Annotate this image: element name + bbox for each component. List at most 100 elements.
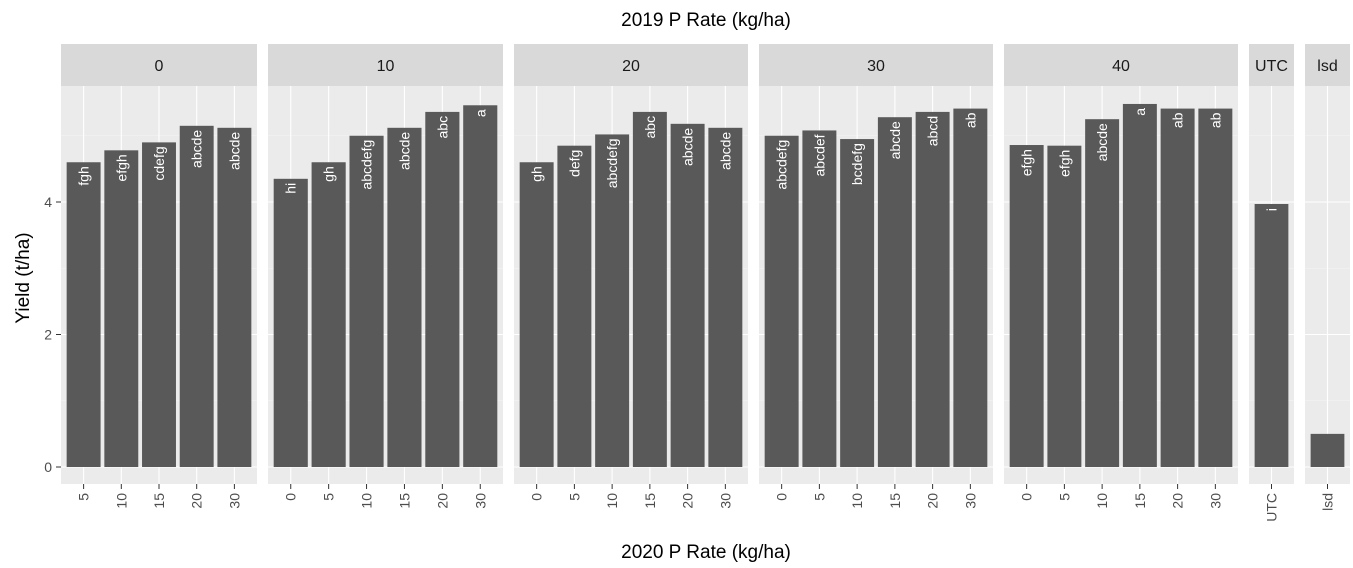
facet-panel: 40 efgh 0 efgh 5 abcde 10 a 15 ab 20 ab 30 xyxy=(1004,44,1238,509)
facet-strip xyxy=(268,44,503,86)
x-tick-label: 5 xyxy=(76,493,92,501)
facet-strip-label: 40 xyxy=(1112,58,1130,75)
x-axis-title: 2020 P Rate (kg/ha) xyxy=(621,542,791,563)
x-tick-label: 0 xyxy=(774,493,790,501)
x-tick-label: 20 xyxy=(925,493,941,509)
bar xyxy=(595,134,630,468)
bar-letter-label: abcde xyxy=(226,132,242,170)
y-tick-label: 4 xyxy=(44,194,52,210)
x-tick-label: 0 xyxy=(1019,493,1035,501)
facet-strip-label: 10 xyxy=(377,58,395,75)
bar xyxy=(217,127,252,468)
x-tick-label: 5 xyxy=(811,493,827,501)
bar xyxy=(915,111,950,468)
bar xyxy=(1198,108,1233,468)
bar xyxy=(557,145,592,467)
bar xyxy=(708,127,743,468)
facet-panel: lsd lsd xyxy=(1305,44,1350,511)
facet-panel: UTC i UTC xyxy=(1249,44,1294,522)
bar xyxy=(142,142,176,467)
x-tick-label: 15 xyxy=(642,493,658,509)
bar xyxy=(1085,119,1120,467)
bar-letter-label: ab xyxy=(962,112,978,128)
x-tick-label: 15 xyxy=(151,493,167,509)
bar-letter-label: gh xyxy=(321,166,337,182)
bar-letter-label: efgh xyxy=(113,154,129,181)
y-axis: 0 2 4 xyxy=(44,194,61,475)
y-tick-label: 2 xyxy=(44,327,52,343)
x-tick-label: 30 xyxy=(962,493,978,509)
x-tick-label: 0 xyxy=(529,493,545,501)
x-tick-label: 0 xyxy=(283,493,299,501)
bar-letter-label: ab xyxy=(1207,112,1223,128)
bar-letter-label: cdefg xyxy=(151,146,167,180)
bar-letter-label: abc xyxy=(642,116,658,139)
bar xyxy=(1047,145,1082,467)
bar-letter-label: abcde xyxy=(887,121,903,159)
facet-strip-label: lsd xyxy=(1317,58,1337,75)
bar-letter-label: efgh xyxy=(1056,150,1072,177)
bar xyxy=(349,135,384,467)
bar-letter-label: abc xyxy=(434,116,450,139)
bar-letter-label: gh xyxy=(529,166,545,182)
bar-letter-label: abcde xyxy=(717,132,733,170)
facet-strip xyxy=(1004,44,1238,86)
x-tick-label: UTC xyxy=(1264,493,1280,522)
bar xyxy=(273,178,308,467)
bar-letter-label: a xyxy=(472,109,488,117)
bar xyxy=(66,162,101,467)
bar xyxy=(877,117,912,467)
bar xyxy=(311,162,346,467)
bar xyxy=(104,150,139,467)
bar xyxy=(1254,203,1289,468)
x-tick-label: 30 xyxy=(226,493,242,509)
x-tick-label: 20 xyxy=(1170,493,1186,509)
x-tick-label: 5 xyxy=(566,493,582,501)
facet-strip-label: 0 xyxy=(155,58,164,75)
facet-strip-label: 30 xyxy=(867,58,885,75)
x-tick-label: 30 xyxy=(717,493,733,509)
bar-letter-label: abcdefg xyxy=(774,140,790,190)
bar xyxy=(764,135,799,467)
facet-panel: 10 hi 0 gh 5 abcdefg 10 abcde 15 abc 20 a 30 xyxy=(268,44,503,509)
facet-strip xyxy=(1305,44,1350,86)
bar xyxy=(1310,433,1345,467)
x-tick-label: 10 xyxy=(604,493,620,509)
bar xyxy=(463,105,498,468)
facet-strip xyxy=(1249,44,1294,86)
facet-strip xyxy=(759,44,993,86)
x-tick-label: 10 xyxy=(849,493,865,509)
y-tick-label: 0 xyxy=(44,459,52,475)
bar-letter-label: fgh xyxy=(76,166,92,185)
x-tick-label: 30 xyxy=(1207,493,1223,509)
x-tick-label: 20 xyxy=(680,493,696,509)
x-tick-label: 5 xyxy=(1056,493,1072,501)
bar-letter-label: abcdef xyxy=(811,134,827,176)
bar-letter-label: abcde xyxy=(680,128,696,166)
x-tick-label: 10 xyxy=(113,493,129,509)
facet-panel: 0 fgh 5 efgh 10 cdefg 15 abcde 20 abcde 30 xyxy=(61,44,257,509)
bar xyxy=(1160,108,1195,468)
bar-letter-label: hi xyxy=(283,183,299,194)
x-tick-label: 10 xyxy=(1094,493,1110,509)
chart-top-title: 2019 P Rate (kg/ha) xyxy=(621,10,791,31)
x-tick-label: 5 xyxy=(321,493,337,501)
bar-letter-label: efgh xyxy=(1019,149,1035,176)
bar-letter-label: a xyxy=(1132,108,1148,116)
x-tick-label: 20 xyxy=(434,493,450,509)
x-tick-label: lsd xyxy=(1320,493,1336,511)
bar-letter-label: bcdefg xyxy=(849,143,865,185)
facet-strip-label: 20 xyxy=(622,58,640,75)
bar xyxy=(425,111,460,468)
bar xyxy=(1122,103,1157,467)
bar xyxy=(632,111,667,468)
bar-letter-label: abcdefg xyxy=(604,138,620,188)
x-tick-label: 10 xyxy=(359,493,375,509)
y-axis-title: Yield (t/ha) xyxy=(13,232,34,323)
bar xyxy=(179,125,214,467)
bar-letter-label: i xyxy=(1264,208,1280,211)
x-tick-label: 15 xyxy=(396,493,412,509)
facet-strip xyxy=(61,44,257,86)
bar xyxy=(519,162,554,467)
